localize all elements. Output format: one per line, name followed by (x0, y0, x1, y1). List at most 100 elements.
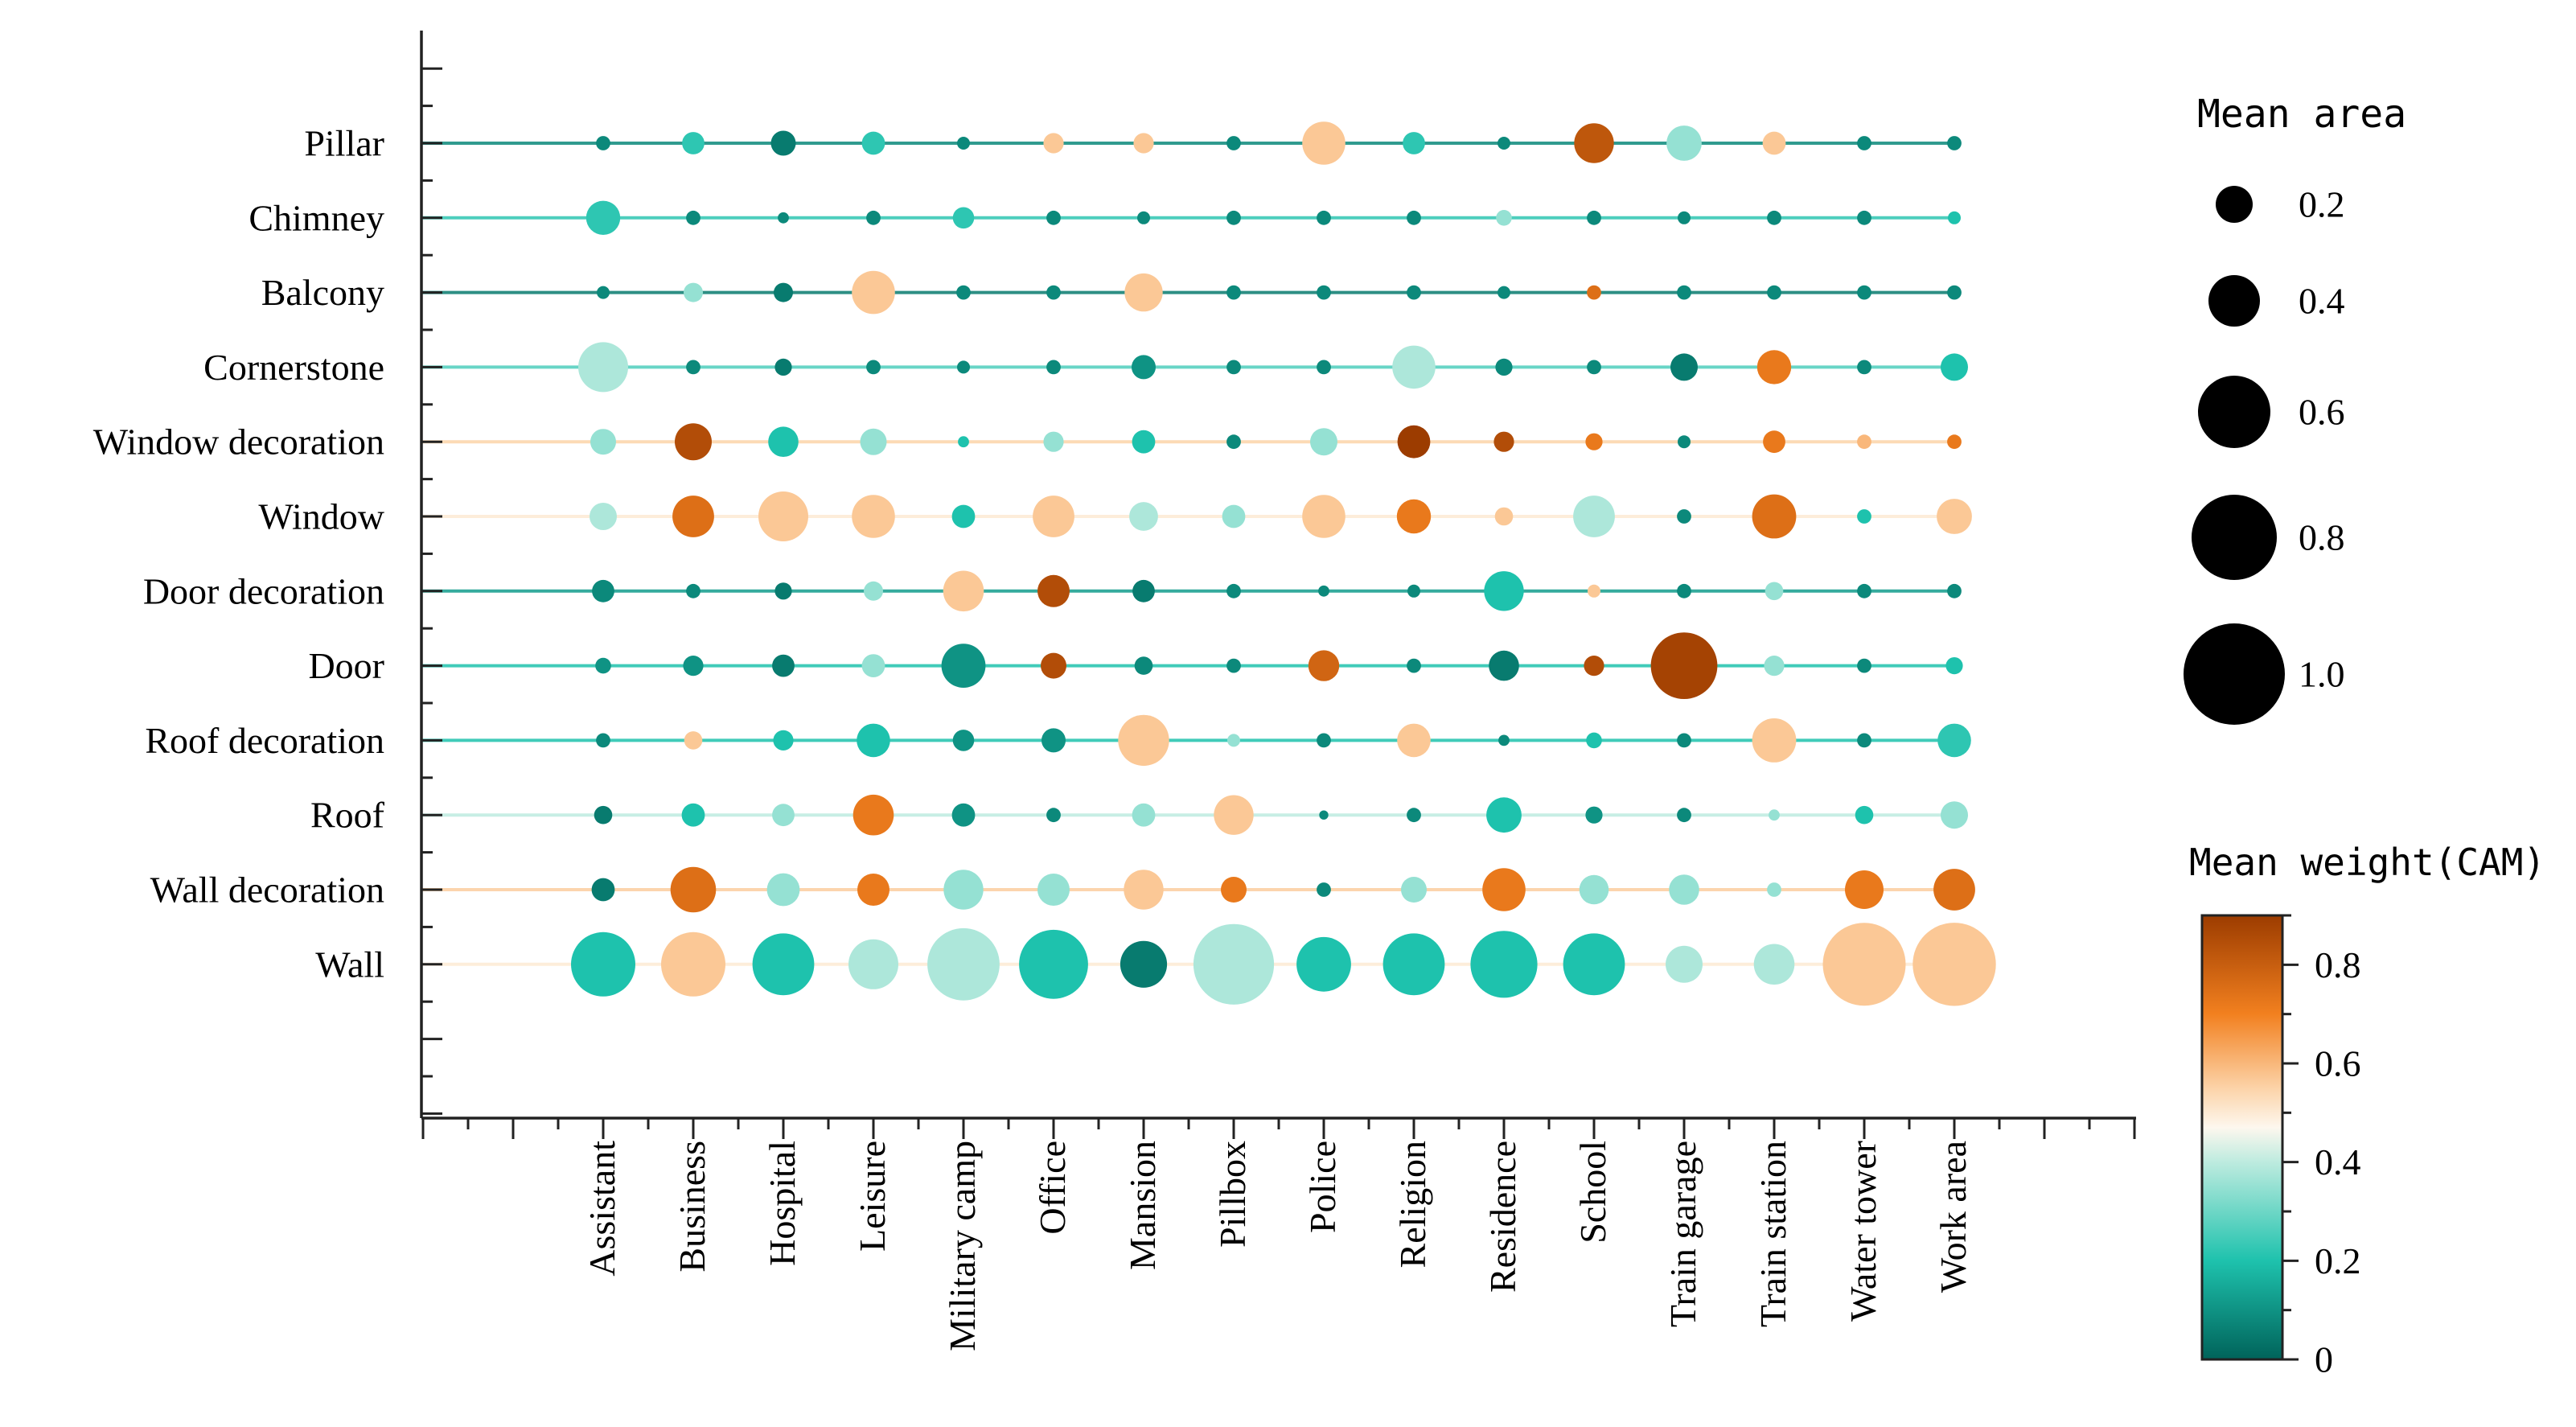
bubble (1584, 656, 1604, 676)
bubble (1678, 211, 1691, 224)
size-legend-label: 1.0 (2299, 654, 2345, 695)
x-tick-label: Train garage (1662, 1141, 1703, 1327)
bubble (1767, 285, 1781, 300)
bubble (1319, 810, 1329, 820)
size-legend-circle (2198, 376, 2270, 448)
bubble (1752, 718, 1797, 763)
bubble (661, 931, 725, 997)
bubble (770, 130, 796, 156)
x-tick-label: Hospital (762, 1141, 803, 1266)
bubble (1041, 728, 1066, 753)
bubble (1857, 210, 1871, 225)
bubble (773, 730, 794, 751)
bubble (1756, 350, 1792, 385)
bubble (1134, 656, 1153, 675)
bubble (1947, 285, 1962, 300)
y-tick-label: Door (308, 645, 384, 686)
size-legend-circle (2216, 186, 2253, 223)
bubble (1302, 121, 1346, 165)
size-legend-label: 0.6 (2299, 392, 2345, 433)
bubble (1650, 632, 1718, 699)
y-tick-label: Window decoration (93, 422, 384, 463)
bubble (585, 200, 621, 235)
y-tick-label: Roof (310, 795, 385, 836)
colorbar (2200, 914, 2284, 1361)
bubble (1407, 210, 1421, 225)
size-legend-label: 0.4 (2299, 281, 2345, 322)
x-tick-label: Military camp (942, 1141, 983, 1351)
bubble (768, 426, 799, 457)
y-tick-label: Wall (315, 944, 384, 985)
bubble (1226, 434, 1241, 450)
bubble (1752, 494, 1797, 539)
bubble (1403, 132, 1425, 154)
bubble (1407, 808, 1421, 823)
bubble (683, 656, 704, 676)
bubble (1493, 431, 1514, 452)
bubble (1310, 428, 1337, 456)
colorbar-tick-label: 0.8 (2315, 944, 2361, 985)
bubble (1046, 285, 1061, 300)
bubble (1019, 929, 1088, 999)
bubble (1227, 734, 1240, 747)
x-tick-label: Assistant (581, 1141, 622, 1277)
bubble (1046, 210, 1061, 225)
bubble (1947, 583, 1962, 598)
bubble (1407, 584, 1420, 598)
bubble (1132, 355, 1156, 380)
x-tick-label: Pillbox (1212, 1141, 1253, 1248)
colorbar-tick-label: 0.6 (2315, 1043, 2361, 1084)
bubble (1670, 353, 1698, 381)
bubble (682, 132, 705, 154)
bubble (1498, 286, 1510, 299)
bubble (1857, 658, 1871, 673)
bubble (1845, 870, 1884, 909)
bubble (591, 878, 615, 902)
bubble (1226, 210, 1241, 225)
bubble (1498, 137, 1510, 150)
bubble (852, 495, 895, 538)
bubble (1764, 656, 1785, 676)
bubble (1308, 650, 1340, 681)
bubble (1137, 211, 1150, 224)
colorbar-tick-label: 0.4 (2315, 1141, 2361, 1182)
bubble (1133, 133, 1154, 154)
bubble (1132, 579, 1155, 602)
bubble (596, 733, 610, 748)
bubble (1588, 584, 1600, 598)
bubble (1945, 657, 1963, 675)
bubble (866, 210, 881, 225)
bubble (1585, 433, 1603, 450)
x-tick-label: Train station (1752, 1141, 1793, 1327)
bubble (1941, 353, 1968, 381)
bubble (861, 654, 885, 677)
x-tick-label: School (1572, 1141, 1613, 1244)
bubble (1912, 923, 1996, 1006)
bubble (1124, 870, 1164, 910)
bubble (1132, 430, 1156, 454)
bubble (1382, 933, 1445, 996)
bubble (778, 212, 789, 224)
bubble (1043, 431, 1064, 452)
bubble (686, 210, 700, 225)
bubble (1222, 504, 1246, 528)
bubble (1221, 877, 1247, 903)
bubble (1933, 869, 1975, 911)
bubble (1193, 923, 1275, 1005)
bubble (861, 131, 885, 155)
bubble (1317, 285, 1331, 300)
bubble (1573, 496, 1615, 537)
bubble (1118, 714, 1169, 767)
bubble (1214, 795, 1254, 835)
bubble (1765, 582, 1784, 601)
bubble (675, 423, 712, 461)
bubble (1482, 868, 1526, 911)
bubble (766, 873, 800, 907)
bubble (1677, 509, 1691, 524)
bubble (1407, 285, 1421, 300)
bubble (1132, 803, 1156, 827)
bubble (1046, 360, 1061, 375)
bubble (951, 803, 976, 827)
x-tick-label: Residence (1482, 1141, 1523, 1293)
